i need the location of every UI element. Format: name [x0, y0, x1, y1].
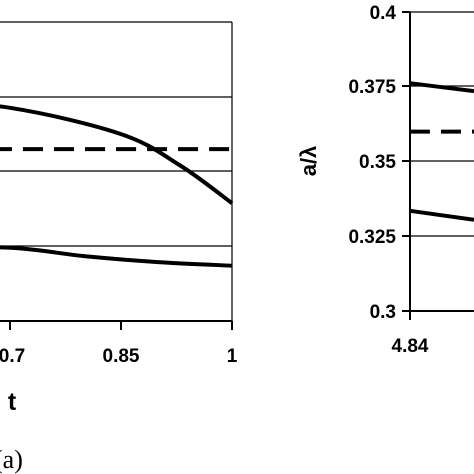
series-line — [409, 208, 474, 222]
chart-a-x-tick-label: 1 — [227, 346, 238, 367]
chart-b-y-tick-label: 0.4 — [370, 3, 397, 24]
chart-a-x-tick-label: 0.85 — [103, 346, 140, 367]
chart-b-series-group — [409, 81, 474, 222]
chart-b-y-tick-label: 0.3 — [370, 302, 396, 323]
chart-a-caption: (a) — [0, 445, 23, 474]
chart-a-x-tick-label: 0.7 — [0, 346, 25, 367]
chart-b-y-tick-label: 0.35 — [359, 152, 396, 173]
chart-a-series-group — [0, 104, 234, 268]
series-line — [0, 245, 233, 268]
chart-b-y-tick-label: 0.325 — [348, 227, 396, 248]
chart-b-y-tick-label: 0.375 — [348, 77, 396, 98]
chart-a-gridlines — [0, 21, 232, 247]
series-line — [409, 81, 474, 94]
chart-b: 0.4 0.375 0.35 0.325 0.3 4.84 a/λ — [296, 3, 474, 357]
series-line — [0, 104, 234, 205]
chart-a-x-axis-title: t — [8, 388, 17, 416]
chart-b-y-axis-title: a/λ — [296, 146, 321, 177]
chart-a: 0.7 0.85 1 t (a) — [0, 21, 238, 474]
chart-b-x-tick-label: 4.84 — [392, 336, 429, 357]
chart-b-gridlines — [410, 11, 474, 237]
